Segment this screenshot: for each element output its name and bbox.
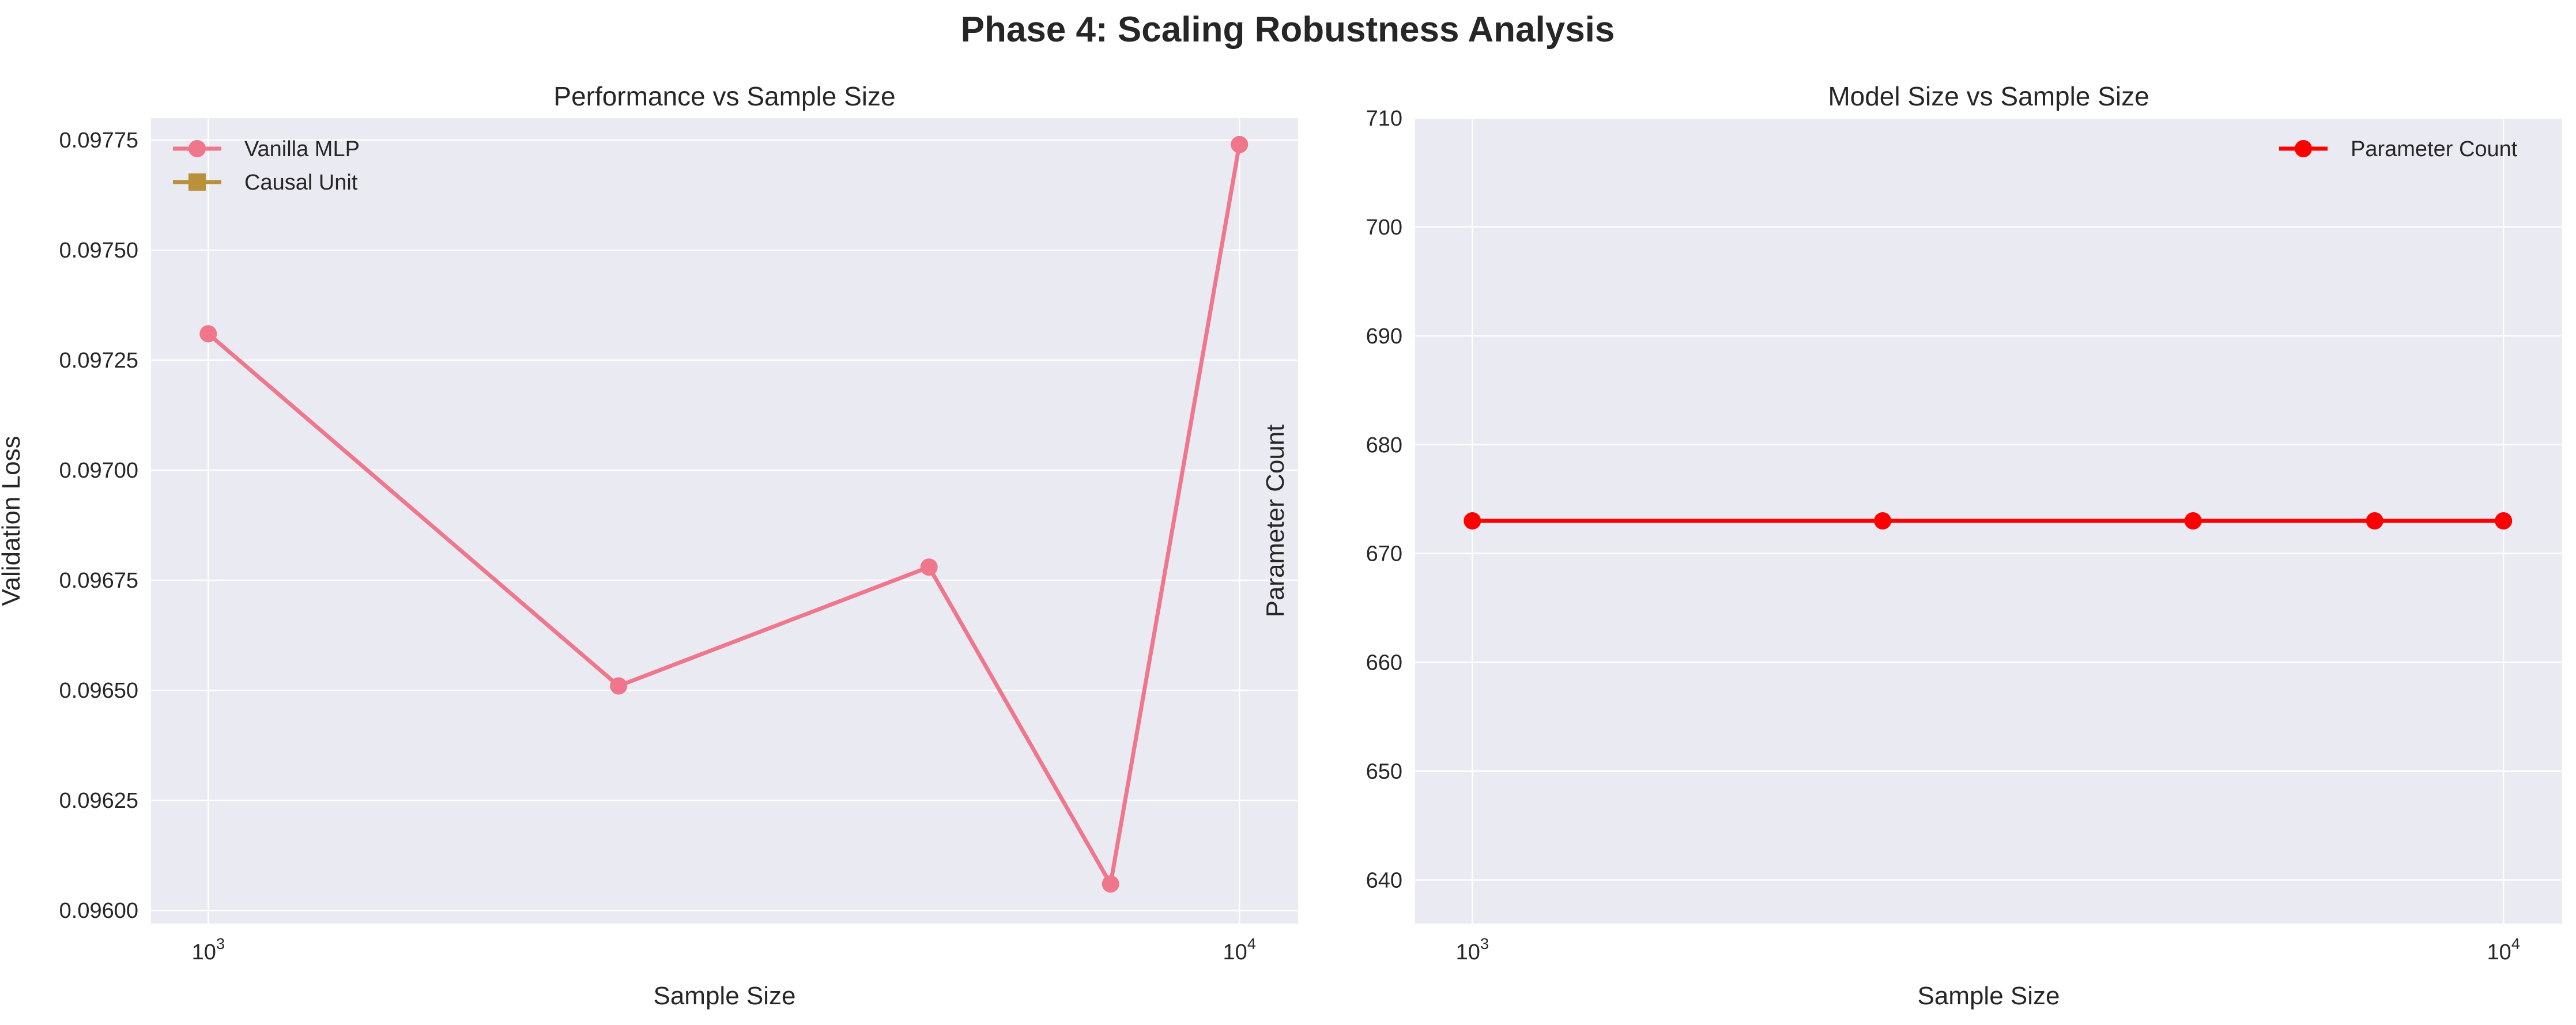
x-tick-label: 103 (192, 935, 225, 965)
data-point (2366, 512, 2383, 529)
y-tick-label: 0.09675 (59, 569, 138, 593)
y-tick-label: 670 (1366, 542, 1402, 566)
y-tick-label: 680 (1366, 433, 1402, 457)
y-tick-label: 710 (1366, 107, 1402, 131)
legend-marker-circle (2295, 140, 2312, 157)
data-point (1874, 512, 1892, 529)
data-point (2495, 512, 2513, 529)
legend-marker-square (188, 173, 206, 191)
y-tick-label: 0.09725 (59, 349, 138, 373)
data-point (1231, 135, 1249, 153)
chart-performance: 0.09600 0.09625 0.09650 0.09675 0.09700 0.097… (0, 81, 1298, 1010)
y-tick-label: 0.09750 (59, 239, 138, 263)
gridlines (151, 118, 1298, 924)
y-axis-label: Validation Loss (0, 436, 25, 606)
y-tick-label: 650 (1366, 760, 1402, 784)
data-point (920, 558, 938, 576)
data-point (1464, 512, 1481, 529)
y-tick-label: 0.09700 (59, 459, 138, 483)
data-point (610, 677, 628, 695)
tick-labels: 640 650 660 670 680 690 700 710 103 104 (1366, 107, 2520, 965)
chart-title: Performance vs Sample Size (553, 81, 895, 111)
tick-labels: 0.09600 0.09625 0.09650 0.09675 0.09700 0.097… (59, 128, 1256, 965)
chart-model-size: 640 650 660 670 680 690 700 710 103 104 Model Siz… (1261, 81, 2562, 1010)
x-axis-label: Sample Size (653, 982, 795, 1010)
y-tick-label: 0.09625 (59, 789, 138, 813)
legend-label: Parameter Count (2351, 137, 2518, 161)
legend: Vanilla MLP Causal Unit (173, 137, 360, 195)
data-point (199, 325, 217, 343)
data-point (1102, 875, 1119, 893)
y-tick-label: 0.09650 (59, 679, 138, 703)
y-tick-label: 640 (1366, 868, 1402, 892)
y-tick-label: 700 (1366, 215, 1402, 240)
y-axis-label: Parameter Count (1261, 424, 1289, 617)
legend: Parameter Count (2279, 137, 2518, 161)
legend-label: Causal Unit (244, 171, 358, 195)
y-tick-label: 690 (1366, 324, 1402, 349)
y-tick-label: 0.09775 (59, 128, 138, 153)
series-layer (1464, 512, 2513, 529)
chart-title: Model Size vs Sample Size (1828, 81, 2149, 111)
figure-title: Phase 4: Scaling Robustness Analysis (961, 10, 1615, 50)
legend-label: Vanilla MLP (244, 137, 360, 161)
y-tick-label: 660 (1366, 651, 1402, 675)
x-axis-label: Sample Size (1917, 982, 2060, 1010)
x-tick-label: 103 (1456, 935, 1489, 965)
y-tick-label: 0.09600 (59, 899, 138, 923)
x-tick-label: 104 (1223, 935, 1256, 965)
legend-marker-circle (188, 140, 206, 157)
series-layer (199, 135, 1249, 893)
data-point (2184, 512, 2202, 529)
plot-area-background (151, 118, 1298, 924)
x-tick-label: 104 (2487, 935, 2520, 965)
